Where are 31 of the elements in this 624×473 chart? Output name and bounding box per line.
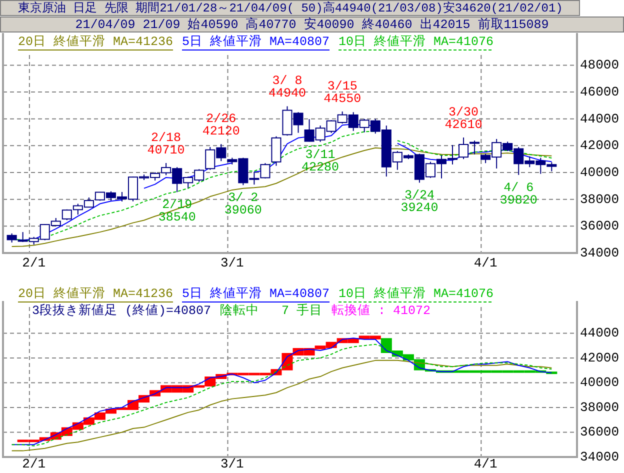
- annotation: 3/ 2 39060: [224, 191, 262, 218]
- annotation: 2/19 38540: [158, 198, 196, 225]
- annotation: 4/ 6 39820: [500, 180, 538, 208]
- y-tick-label: 38000: [580, 192, 620, 207]
- y-tick-label: 42000: [580, 350, 620, 366]
- annotation: 2/18 40710: [147, 130, 185, 158]
- y-tick-label: 44000: [580, 326, 620, 341]
- annotation: 3/30 42610: [444, 106, 482, 132]
- annotation: 3/24 39240: [400, 188, 438, 216]
- y-tick-label: 34000: [580, 246, 620, 260]
- y-tick-label: 44000: [580, 111, 620, 126]
- y-tick-label: 36000: [580, 424, 620, 440]
- y-tick-label: 40000: [580, 375, 620, 390]
- y-tick-label: 42000: [580, 138, 620, 154]
- text: 10日 終値平滑 MA=41076: [338, 34, 494, 49]
- y-tick-label: 48000: [580, 58, 620, 73]
- y-tick-label: 46000: [580, 84, 620, 100]
- y-tick-label: 36000: [580, 218, 620, 234]
- annotation: 2/26 42120: [202, 112, 240, 139]
- y-tick-label: 38000: [580, 400, 620, 415]
- text: 20日 終値平滑 MA=41236: [18, 34, 174, 49]
- x-tick-label: 4/1: [474, 256, 498, 270]
- y-tick-label: 40000: [580, 165, 620, 180]
- y-tick-label: 34000: [580, 450, 620, 464]
- chart-title: 東京原油 日足 先限 期間21/01/28～21/04/09( 50)高44940(21/03/08)安34620(21/02/01): [18, 0, 563, 16]
- x-tick-label: 3/1: [220, 256, 244, 270]
- text: 5日 終値平滑 MA=40807: [182, 34, 330, 49]
- annotation: 3/15 44550: [324, 79, 362, 106]
- x-tick-label: 2/1: [22, 256, 46, 270]
- chart-subtitle: 21/04/09 21/09 始40590 高40770 安40090 終40460 出42015 前取115089: [75, 16, 549, 32]
- annotation: 3/ 8 44940: [268, 74, 306, 101]
